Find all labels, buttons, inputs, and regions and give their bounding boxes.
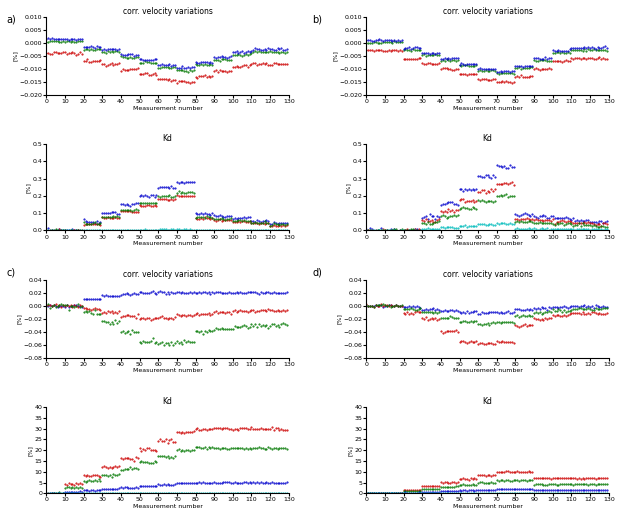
Y-axis label: [%]: [%] <box>333 51 338 61</box>
Text: b): b) <box>312 15 322 25</box>
Y-axis label: [%]: [%] <box>26 182 31 193</box>
X-axis label: Measurement number: Measurement number <box>452 105 522 111</box>
Text: d): d) <box>312 267 322 277</box>
Y-axis label: [%]: [%] <box>337 313 342 324</box>
Title: Kd: Kd <box>163 397 172 407</box>
Y-axis label: [%]: [%] <box>13 51 18 61</box>
Y-axis label: [%]: [%] <box>346 182 351 193</box>
Y-axis label: [%]: [%] <box>348 445 353 456</box>
Y-axis label: [%]: [%] <box>17 313 22 324</box>
Title: corr. velocity variations: corr. velocity variations <box>442 270 533 279</box>
X-axis label: Measurement number: Measurement number <box>133 241 203 246</box>
Text: c): c) <box>6 267 15 277</box>
Title: corr. velocity variations: corr. velocity variations <box>122 7 213 16</box>
X-axis label: Measurement number: Measurement number <box>452 504 522 509</box>
Title: Kd: Kd <box>483 135 493 144</box>
X-axis label: Measurement number: Measurement number <box>452 241 522 246</box>
X-axis label: Measurement number: Measurement number <box>133 105 203 111</box>
Y-axis label: [%]: [%] <box>28 445 33 456</box>
Title: Kd: Kd <box>483 397 493 407</box>
X-axis label: Measurement number: Measurement number <box>133 504 203 509</box>
X-axis label: Measurement number: Measurement number <box>133 369 203 373</box>
Text: a): a) <box>6 15 16 25</box>
Title: Kd: Kd <box>163 135 172 144</box>
Title: corr. velocity variations: corr. velocity variations <box>122 270 213 279</box>
X-axis label: Measurement number: Measurement number <box>452 369 522 373</box>
Title: corr. velocity variations: corr. velocity variations <box>442 7 533 16</box>
